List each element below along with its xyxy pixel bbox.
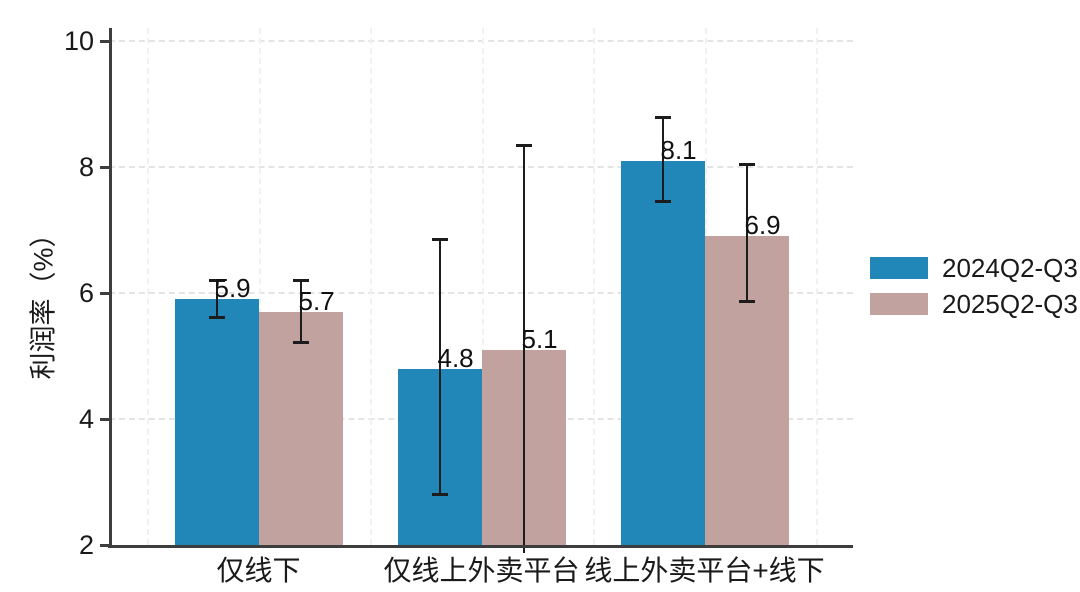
y-tick-mark [100,418,109,421]
legend-label: 2024Q2-Q3 [942,253,1078,283]
error-bar-line [299,280,302,344]
legend-label: 2025Q2-Q3 [942,289,1078,319]
error-bar-line [745,163,748,303]
gridline-vertical [481,28,484,545]
error-bar-line [215,280,218,319]
y-axis-line [109,28,112,547]
error-bar-line [522,144,525,553]
error-bar-cap-bottom [738,300,755,304]
gridline-vertical [147,28,149,545]
gridline-horizontal [109,292,853,294]
error-bar-cap-top [654,115,671,119]
gridline-vertical [593,28,595,545]
x-category-label: 仅线上外卖平台 [383,555,580,586]
bar-2024Q2-Q3-仅线下 [174,299,259,545]
gridline-horizontal [109,166,853,168]
error-bar-cap-top [431,238,448,242]
error-bar-cap-top [208,279,225,283]
legend-item: 2024Q2-Q3 [870,255,1078,281]
gridline-vertical [258,28,261,545]
y-tick-mark [100,292,109,295]
error-bar-cap-top [738,162,755,166]
error-bar-line [438,239,441,495]
legend: 2024Q2-Q3 2025Q2-Q3 [870,255,1078,327]
error-bar-cap-bottom [431,492,448,496]
gridline-horizontal [109,40,853,42]
bar-value-label: 8.1 [660,134,697,165]
error-bar-cap-top [292,279,309,283]
bar-value-label: 4.8 [437,342,474,373]
y-tick-label: 10 [63,26,94,56]
legend-item: 2025Q2-Q3 [870,291,1078,317]
bar-2025Q2-Q3-仅线下 [258,311,343,545]
error-bar-line [661,116,664,202]
error-bar-cap-bottom [292,341,309,345]
legend-swatch [870,293,928,315]
legend-swatch [870,257,928,279]
bar-2024Q2-Q3-线上外卖平台+线下 [620,160,705,545]
y-tick-mark [100,40,109,43]
y-axis-title: 利润率（%） [28,220,59,380]
y-tick-mark [100,166,109,169]
bar-value-label: 6.9 [744,210,781,241]
x-category-label: 线上外卖平台+线下 [584,555,825,586]
x-category-label: 仅线下 [216,555,301,586]
bar-value-label: 5.1 [521,323,558,354]
x-axis-line [108,545,853,548]
y-tick-mark [100,544,109,547]
y-tick-label: 8 [78,152,94,182]
error-bar-cap-bottom [208,316,225,320]
y-tick-label: 6 [78,278,94,308]
error-bar-cap-bottom [654,199,671,203]
gridline-vertical [370,28,372,545]
y-tick-label: 2 [78,530,94,560]
bar-value-label: 5.7 [298,285,335,316]
bar-value-label: 5.9 [214,273,251,304]
gridline-vertical [816,28,818,545]
error-bar-cap-top [515,143,532,147]
y-tick-label: 4 [78,404,94,434]
